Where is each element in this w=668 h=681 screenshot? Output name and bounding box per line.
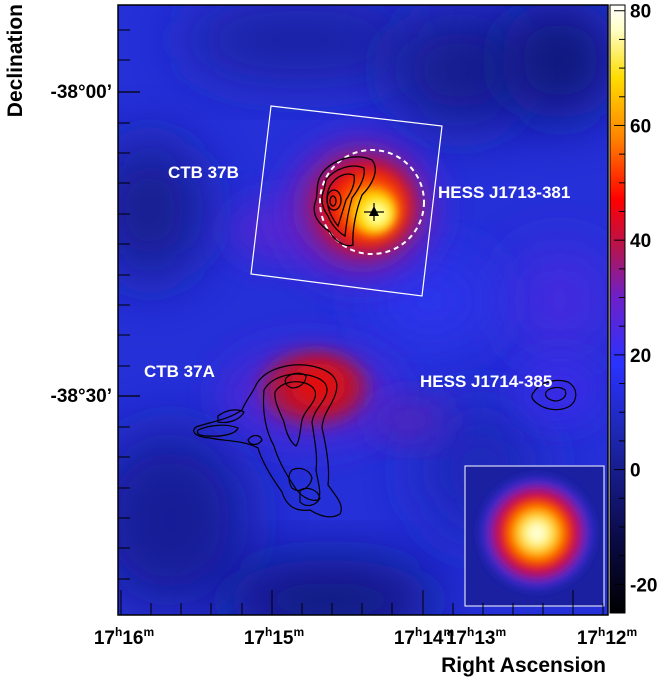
ra-tick-label-2: 17h14m — [394, 625, 454, 649]
ra-tick-labels: 17h16m 17h15m 17h14m — [94, 625, 454, 649]
ra-tick-label-1: 17h15m — [244, 625, 304, 649]
label-ctb37b: CTB 37B — [168, 163, 239, 182]
label-hess-j1713-381: HESS J1713-381 — [438, 183, 570, 202]
radio-contours-ctb37a — [193, 364, 342, 518]
dec-minor-ticks — [118, 29, 130, 580]
radio-contours-ctb37b — [313, 156, 376, 247]
source-labels: CTB 37B HESS J1713-381 CTB 37A HESS J171… — [144, 163, 570, 391]
x-axis-title: Right Ascension — [441, 654, 606, 677]
colorbar-tick-label-3: 20 — [630, 346, 651, 367]
label-hess-j1714-385: HESS J1714-385 — [420, 372, 552, 391]
xray-field-of-view — [250, 105, 443, 297]
dec-tick-label-1: -38°30’ — [51, 386, 112, 407]
colorbar-tick-label-4: 0 — [630, 461, 641, 482]
plot-frame — [117, 4, 609, 616]
colorbar: 80 60 40 20 0 -20 — [609, 2, 657, 614]
significance-map — [118, 5, 608, 615]
label-ctb37a: CTB 37A — [144, 362, 215, 381]
overlays — [193, 105, 577, 518]
ra-tick-label-3: 17h13m — [446, 625, 506, 649]
radio-contours-hess-j1714-385 — [531, 379, 577, 411]
colorbar-gradient — [609, 4, 626, 614]
dec-tick-label-0: -38°00’ — [51, 82, 112, 103]
colorbar-tick-label-1: 60 — [630, 116, 651, 137]
source-hess-j1713-381-emission — [282, 138, 438, 282]
ra-ticks — [120, 590, 604, 615]
colorbar-tick-label-2: 40 — [630, 231, 651, 252]
ra-tick-label-0: 17h16m — [94, 625, 154, 649]
colorbar-tick-label-5: -20 — [630, 575, 657, 596]
ra-tick-label-4: 17h12m — [577, 625, 637, 649]
source-extent-circle — [319, 149, 425, 255]
dec-major-ticks — [118, 91, 140, 397]
colorbar-ticks — [614, 10, 625, 585]
y-axis-title: Declination — [4, 4, 27, 117]
centroid-marker — [364, 203, 384, 221]
colorbar-tick-labels: 80 60 40 20 0 -20 — [630, 2, 657, 597]
psf-inset — [464, 465, 605, 607]
colorbar-tick-label-0: 80 — [630, 2, 651, 23]
